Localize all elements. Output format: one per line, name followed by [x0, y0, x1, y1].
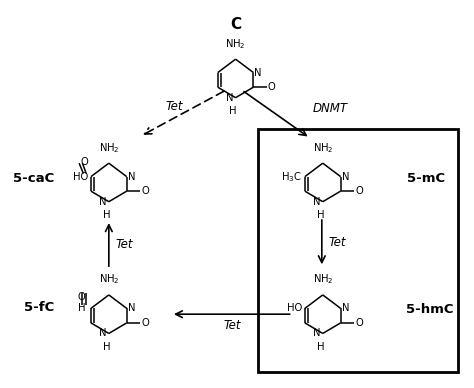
- Text: NH$_2$: NH$_2$: [225, 37, 246, 51]
- Text: DNMT: DNMT: [312, 102, 347, 115]
- Text: H: H: [103, 342, 110, 352]
- Text: HO: HO: [287, 303, 302, 314]
- Text: N: N: [313, 329, 320, 338]
- Text: H: H: [229, 106, 237, 116]
- Text: NH$_2$: NH$_2$: [99, 141, 119, 155]
- Text: H$_3$C: H$_3$C: [281, 170, 302, 184]
- Text: O: O: [355, 186, 363, 196]
- Text: N: N: [342, 303, 349, 314]
- Text: H: H: [317, 342, 324, 352]
- Text: N: N: [128, 303, 135, 314]
- Text: O: O: [81, 157, 88, 167]
- Text: O: O: [355, 318, 363, 328]
- Text: H: H: [103, 210, 110, 220]
- Text: 5-mC: 5-mC: [407, 172, 445, 185]
- Text: Tet: Tet: [165, 100, 183, 113]
- Text: H: H: [317, 210, 324, 220]
- Text: N: N: [255, 68, 262, 78]
- Text: H: H: [78, 303, 85, 314]
- Text: O: O: [141, 186, 149, 196]
- Text: O: O: [141, 318, 149, 328]
- Text: O: O: [268, 82, 276, 92]
- Text: N: N: [313, 197, 320, 207]
- Text: 5-hmC: 5-hmC: [406, 303, 453, 316]
- Text: NH$_2$: NH$_2$: [99, 273, 119, 286]
- Text: O: O: [78, 292, 85, 302]
- Text: N: N: [99, 197, 107, 207]
- Text: N: N: [342, 171, 349, 182]
- Text: Tet: Tet: [116, 238, 133, 251]
- Text: NH$_2$: NH$_2$: [312, 141, 333, 155]
- Text: N: N: [226, 93, 233, 103]
- Text: Tet: Tet: [329, 236, 346, 249]
- Text: N: N: [128, 171, 135, 182]
- Bar: [258, 129, 458, 372]
- Text: C: C: [230, 17, 241, 32]
- Text: NH$_2$: NH$_2$: [312, 273, 333, 286]
- Text: 5-fC: 5-fC: [24, 301, 54, 314]
- Text: HO: HO: [73, 171, 88, 182]
- Text: N: N: [99, 329, 107, 338]
- Text: 5-caC: 5-caC: [13, 172, 55, 185]
- Text: Tet: Tet: [224, 319, 241, 332]
